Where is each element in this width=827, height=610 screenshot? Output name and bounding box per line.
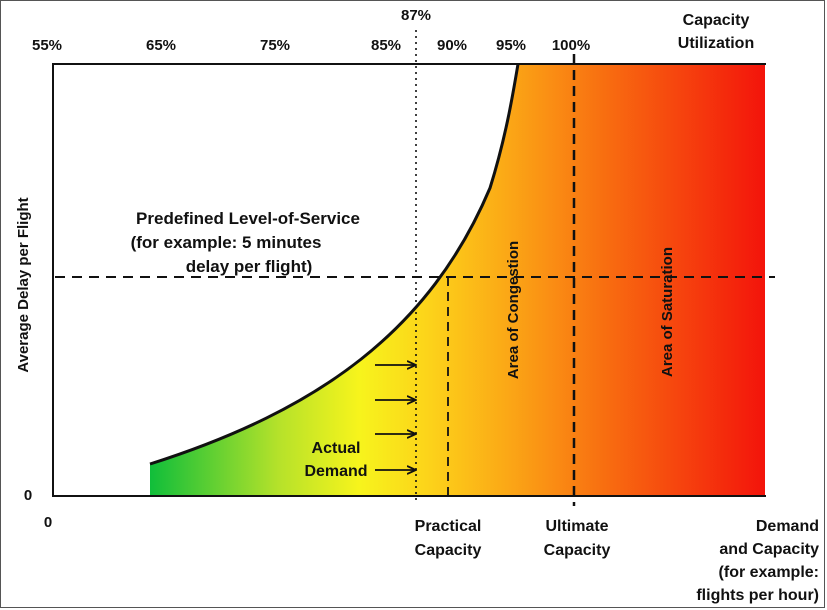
ultimate-capacity-label-line1: Ultimate xyxy=(545,518,608,535)
y-axis-label: Average Delay per Flight xyxy=(15,197,32,372)
x-axis-zero: 0 xyxy=(44,514,52,531)
top-tick-85: 85% xyxy=(371,37,401,54)
capacity-utilization-title-line1: Capacity xyxy=(683,12,750,29)
delay-curve xyxy=(149,63,520,466)
demand-capacity-label-line1: Demand xyxy=(756,518,819,535)
ultimate-capacity-label-line2: Capacity xyxy=(544,542,611,559)
top-tick-95: 95% xyxy=(496,37,526,54)
level-of-service-label-line1: Predefined Level-of-Service xyxy=(136,209,360,228)
delay-gradient-area xyxy=(150,64,765,496)
top-tick-100: 100% xyxy=(552,37,590,54)
top-tick-87: 87% xyxy=(401,7,431,24)
practical-capacity-label-line1: Practical xyxy=(415,518,482,535)
actual-demand-label-line2: Demand xyxy=(304,463,367,480)
capacity-utilization-title-line2: Utilization xyxy=(678,35,754,52)
level-of-service-label-line2: (for example: 5 minutes xyxy=(131,233,322,252)
y-axis-zero: 0 xyxy=(24,487,32,504)
demand-capacity-label-line3: (for example: xyxy=(719,564,819,581)
actual-demand-label-line1: Actual xyxy=(312,440,361,457)
demand-capacity-label-line2: and Capacity xyxy=(719,541,819,558)
top-tick-75: 75% xyxy=(260,37,290,54)
level-of-service-label-line3: delay per flight) xyxy=(186,257,313,276)
top-tick-55: 55% xyxy=(32,37,62,54)
area-of-saturation-label: Area of Saturation xyxy=(659,247,676,377)
top-tick-90: 90% xyxy=(437,37,467,54)
practical-capacity-label-line2: Capacity xyxy=(415,542,482,559)
top-tick-65: 65% xyxy=(146,37,176,54)
area-of-congestion-label: Area of Congestion xyxy=(505,241,522,379)
demand-capacity-label-line4: flights per hour) xyxy=(696,587,819,604)
